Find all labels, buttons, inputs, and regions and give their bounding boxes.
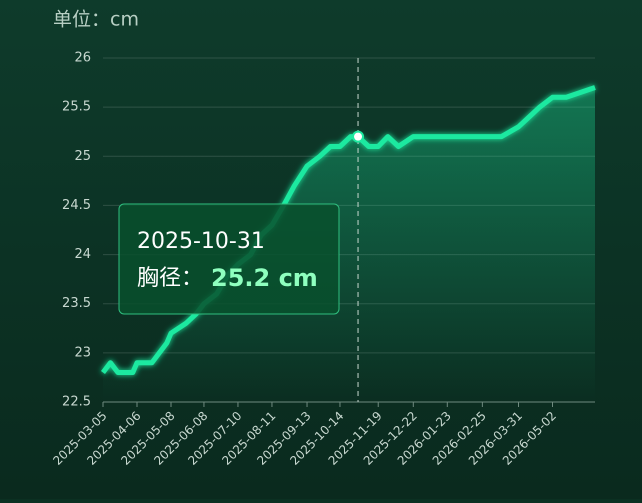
y-tick-label: 26 xyxy=(74,51,91,66)
y-tick-label: 22.5 xyxy=(62,395,91,410)
tooltip-date: 2025-10-31 xyxy=(137,229,265,254)
tooltip-value: 25.2 cm xyxy=(211,264,318,292)
hover-point xyxy=(352,130,365,143)
tooltip-box xyxy=(118,203,340,315)
y-tick-label: 24 xyxy=(74,247,91,262)
line xyxy=(101,85,596,375)
area xyxy=(103,87,595,402)
tooltip-label: 胸径： xyxy=(137,266,203,291)
y-tick-label: 23 xyxy=(74,345,91,360)
y-tick-label: 25.5 xyxy=(62,100,91,115)
y-tick-label: 23.5 xyxy=(62,296,91,311)
y-axis-title: 单位：cm xyxy=(53,9,139,31)
y-tick-label: 25 xyxy=(74,149,91,164)
y-tick-label: 24.5 xyxy=(62,198,91,213)
